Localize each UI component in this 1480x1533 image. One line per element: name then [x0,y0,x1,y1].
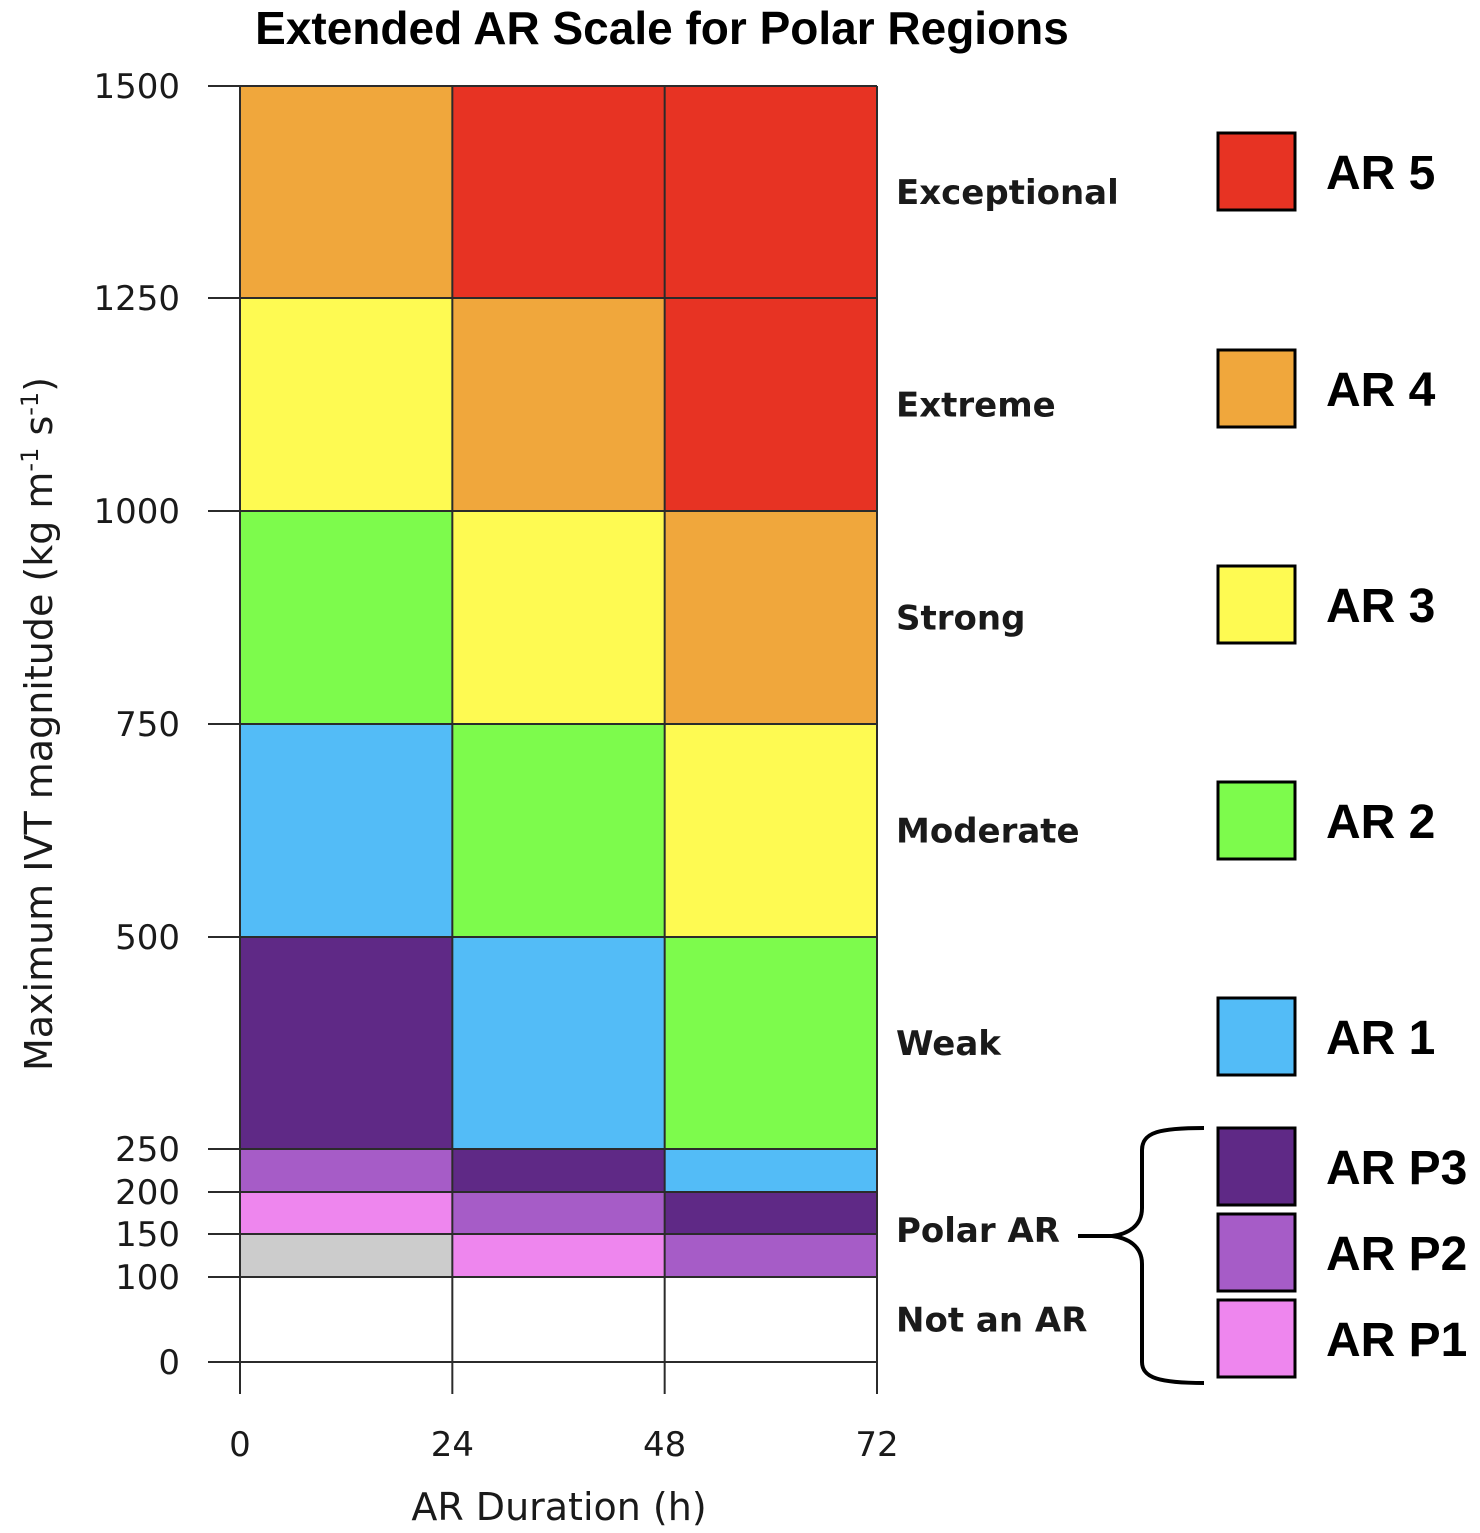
heatmap-cell-ar-5 [452,86,665,298]
legend-swatch-ar-1 [1216,996,1297,1077]
x-tick-label: 48 [643,1425,686,1465]
heatmap-cell-ar-p2 [240,1149,453,1192]
band-label-moderate: Moderate [896,812,1080,852]
legend-swatch-ar-5 [1216,131,1297,212]
heatmap-cell-ar-p1 [240,1192,453,1234]
legend-swatch-ar-p1 [1216,1298,1297,1379]
legend-swatch-ar-p3 [1216,1126,1297,1207]
legend: AR 5 AR 4 AR 3 AR 2 AR 1 AR P3 AR P2 AR P1 [1216,131,1467,1379]
polar-ar-brace [1078,1126,1205,1385]
band-labels: Exceptional Extreme Strong Moderate Weak Pola… [896,173,1119,1341]
heatmap-cell-ar-p3 [452,1149,665,1192]
legend-swatch-ar-p2 [1216,1212,1297,1293]
y-tick-label: 100 [115,1258,180,1298]
heatmap-cell-ar-3 [664,724,877,937]
band-label-exceptional: Exceptional [896,173,1119,213]
x-tick-label: 72 [855,1425,898,1465]
heatmap-cell-ar-p2 [452,1192,665,1234]
y-tick-label: 1000 [93,492,180,532]
heatmap-cell-ar-4 [452,298,665,511]
x-axis-ticks: 0 24 48 72 [229,1425,898,1465]
heatmap-cell-ar-p3 [664,1192,877,1234]
chart-title: Extended AR Scale for Polar Regions [255,2,1069,54]
grid-lines [208,85,878,1394]
y-tick-label: 750 [115,705,180,745]
heatmap-cell-ar-p2 [664,1234,877,1277]
x-tick-label: 24 [431,1425,474,1465]
x-tick-label: 0 [229,1425,251,1465]
band-label-strong: Strong [896,599,1025,639]
y-tick-label: 200 [115,1173,180,1213]
y-tick-label: 500 [115,918,180,958]
heatmap-cell-ar-1 [452,937,665,1149]
heatmap-cell-ar-1 [664,1149,877,1192]
x-axis-label: AR Duration (h) [411,1485,706,1529]
heatmap-cell-none [240,1234,453,1277]
legend-label-ar-3: AR 3 [1326,580,1435,633]
heatmap-cells [240,86,877,1277]
heatmap-cell-ar-p3 [240,937,453,1149]
band-label-weak: Weak [896,1024,1002,1064]
heatmap-cell-ar-2 [240,511,453,724]
heatmap-cell-ar-4 [664,511,877,724]
legend-label-ar-4: AR 4 [1326,364,1436,417]
heatmap-cell-ar-5 [664,86,877,298]
legend-label-ar-1: AR 1 [1326,1012,1435,1065]
heatmap-cell-ar-2 [452,724,665,937]
legend-label-ar-p3: AR P3 [1326,1142,1467,1195]
heatmap-cell-ar-5 [664,298,877,511]
y-axis-label: Maximum IVT magnitude (kg m-1 s-1) [16,377,61,1071]
heatmap-cell-ar-2 [664,937,877,1149]
legend-label-ar-p2: AR P2 [1326,1228,1467,1281]
legend-label-ar-2: AR 2 [1326,796,1435,849]
band-label-polar-ar: Polar AR [896,1211,1060,1251]
legend-swatch-ar-4 [1216,348,1297,429]
legend-swatch-ar-3 [1216,564,1297,645]
y-tick-label: 1500 [93,67,180,107]
y-tick-label: 250 [115,1130,180,1170]
heatmap-cell-ar-3 [240,298,453,511]
band-label-extreme: Extreme [896,386,1056,426]
heatmap-cell-ar-4 [240,86,453,298]
y-tick-label: 150 [115,1215,180,1255]
legend-label-ar-p1: AR P1 [1326,1314,1467,1367]
heatmap-cell-ar-3 [452,511,665,724]
legend-label-ar-5: AR 5 [1326,147,1435,200]
legend-swatch-ar-2 [1216,780,1297,861]
band-label-not-an-ar: Not an AR [896,1301,1087,1341]
y-tick-label: 0 [158,1343,180,1383]
heatmap-cell-ar-1 [240,724,453,937]
heatmap-cell-ar-p1 [452,1234,665,1277]
y-tick-label: 1250 [93,279,180,319]
